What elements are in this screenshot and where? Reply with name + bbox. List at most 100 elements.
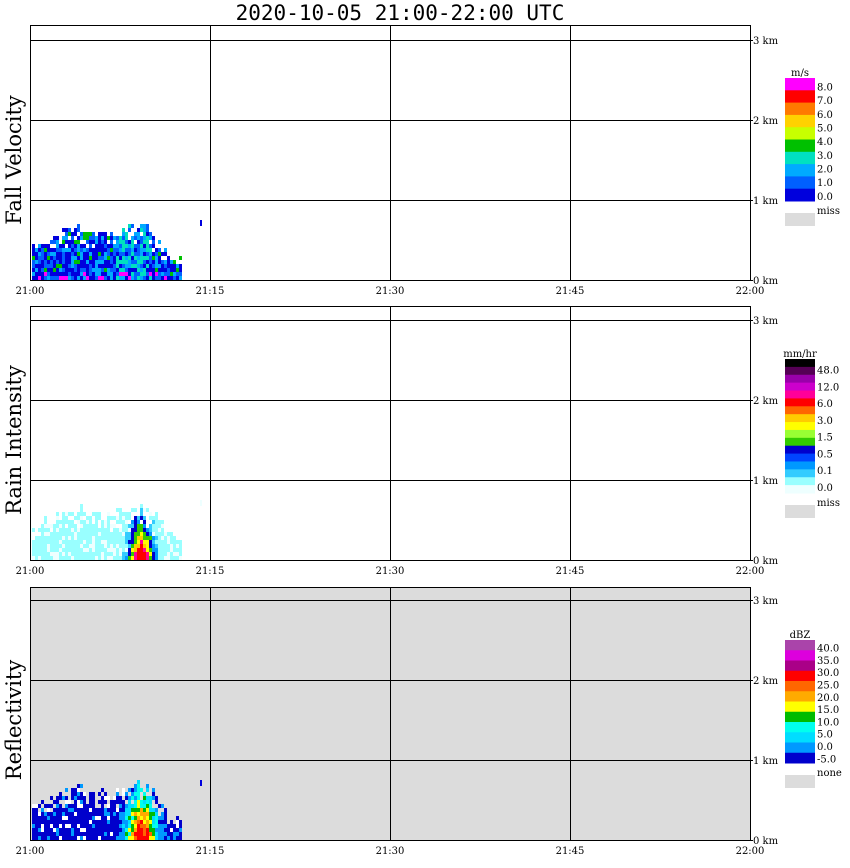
echo-cell — [122, 788, 125, 792]
echo-cell — [74, 792, 77, 796]
echo-cell — [149, 824, 152, 828]
echo-cell — [86, 264, 89, 268]
echo-cell — [77, 248, 80, 252]
echo-cell — [59, 804, 62, 808]
echo-cell — [137, 544, 140, 548]
echo-cell — [101, 272, 104, 276]
echo-cell — [44, 276, 47, 280]
echo-cell — [140, 504, 143, 508]
legend-label: 2.0 — [817, 165, 833, 176]
echo-cell — [80, 508, 83, 512]
echo-cell — [143, 532, 146, 536]
echo-cell — [98, 792, 101, 796]
echo-cell — [32, 528, 35, 532]
x-tick-label: 21:00 — [16, 846, 45, 857]
echo-cell — [155, 260, 158, 264]
echo-cell — [125, 808, 128, 812]
echo-cell — [134, 268, 137, 272]
echo-cell — [107, 796, 110, 800]
echo-cell — [143, 268, 146, 272]
legend-label: 1.0 — [817, 178, 833, 189]
echo-cell — [146, 784, 149, 788]
echo-cell — [98, 800, 101, 804]
echo-cell — [65, 552, 68, 556]
legend-swatch — [785, 398, 815, 407]
echo-cell — [125, 232, 128, 236]
echo-cell — [86, 252, 89, 256]
echo-cell — [137, 248, 140, 252]
legend-swatch — [785, 485, 815, 494]
echo-cell — [101, 796, 104, 800]
echo-cell — [74, 528, 77, 532]
echo-cell — [110, 272, 113, 276]
echo-cell — [170, 820, 173, 824]
echo-cell — [47, 268, 50, 272]
echo-cell — [32, 556, 35, 560]
echo-cell — [122, 528, 125, 532]
echo-cell — [161, 816, 164, 820]
echo-cell — [77, 520, 80, 524]
echo-cell — [122, 556, 125, 560]
echo-cell — [77, 812, 80, 816]
echo-cell — [164, 552, 167, 556]
echo-cell — [134, 548, 137, 552]
echo-cell — [107, 264, 110, 268]
echo-cell — [89, 552, 92, 556]
echo-cell — [74, 800, 77, 804]
echo-cell — [140, 800, 143, 804]
echo-cell — [98, 260, 101, 264]
echo-cell — [56, 256, 59, 260]
echo-cell — [95, 236, 98, 240]
echo-cell — [110, 244, 113, 248]
echo-cell — [86, 528, 89, 532]
echo-cell — [95, 836, 98, 840]
echo-cell — [176, 552, 179, 556]
echo-cell — [77, 228, 80, 232]
echo-cell — [92, 548, 95, 552]
echo-cell — [62, 540, 65, 544]
echo-cell — [101, 820, 104, 824]
echo-cell — [101, 532, 104, 536]
legend-miss-label: miss — [817, 206, 840, 217]
echo-cell — [131, 224, 134, 228]
echo-cell — [56, 800, 59, 804]
echo-cell — [125, 236, 128, 240]
echo-cell — [89, 264, 92, 268]
echo-cell — [161, 524, 164, 528]
echo-cell — [176, 556, 179, 560]
echo-cell — [140, 272, 143, 276]
echo-cell — [83, 524, 86, 528]
echo-cell — [35, 536, 38, 540]
echo-cell — [149, 836, 152, 840]
echo-cell — [107, 252, 110, 256]
echo-cell — [116, 516, 119, 520]
echo-cell — [152, 792, 155, 796]
echo-cell — [122, 252, 125, 256]
echo-cell — [107, 808, 110, 812]
echo-cell — [164, 532, 167, 536]
echo-cell — [110, 548, 113, 552]
echo-cell — [119, 544, 122, 548]
echo-cell — [101, 548, 104, 552]
echo-cell — [146, 816, 149, 820]
echo-cell — [116, 816, 119, 820]
echo-cell — [50, 536, 53, 540]
echo-cell — [44, 556, 47, 560]
echo-cell — [155, 540, 158, 544]
legend-label: 5.0 — [817, 730, 833, 741]
echo-cell — [35, 804, 38, 808]
echo-cell — [71, 260, 74, 264]
echo-cell — [143, 548, 146, 552]
echo-cell — [110, 540, 113, 544]
echo-cell — [59, 524, 62, 528]
echo-cell — [140, 544, 143, 548]
echo-cell — [116, 240, 119, 244]
legend-swatch — [785, 90, 815, 104]
echo-cell — [41, 800, 44, 804]
echo-cell — [32, 804, 35, 808]
echo-cell — [68, 228, 71, 232]
echo-cell — [89, 256, 92, 260]
echo-cell — [122, 820, 125, 824]
echo-cell — [101, 556, 104, 560]
echo-cell — [65, 536, 68, 540]
